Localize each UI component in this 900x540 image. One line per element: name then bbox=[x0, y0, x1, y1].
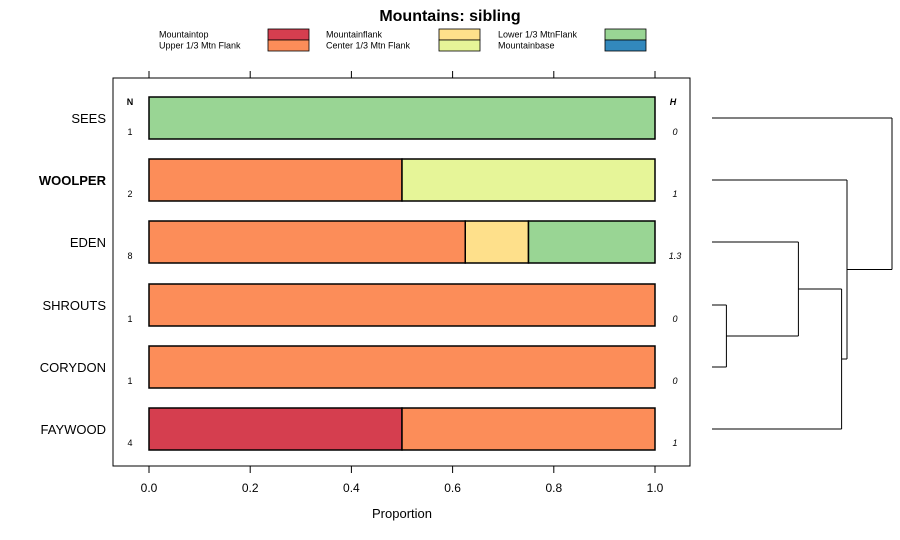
legend-swatch-center-1-3-mtn-flank bbox=[438, 39, 481, 52]
x-tick-label: 0.2 bbox=[242, 481, 259, 495]
n-header: N bbox=[127, 97, 134, 107]
x-tick-label: 0.6 bbox=[444, 481, 461, 495]
legend-swatch-lower-1-3-mtnflank bbox=[604, 28, 647, 41]
h-value-faywood: 1 bbox=[672, 438, 677, 448]
bar-segment-eden-mountainflank bbox=[464, 220, 530, 264]
n-value-woolper: 2 bbox=[127, 189, 132, 199]
category-label-sees: SEES bbox=[71, 111, 106, 126]
n-value-eden: 8 bbox=[127, 251, 132, 261]
x-tick-label: 0.8 bbox=[545, 481, 562, 495]
legend-swatch-upper-1-3-mtn-flank bbox=[267, 39, 310, 52]
n-value-faywood: 4 bbox=[127, 438, 132, 448]
category-label-faywood: FAYWOOD bbox=[41, 422, 106, 437]
category-label-shrouts: SHROUTS bbox=[42, 298, 106, 313]
legend-label-upper-1-3-mtn-flank: Upper 1/3 Mtn Flank bbox=[159, 41, 241, 51]
h-value-woolper: 1 bbox=[672, 189, 677, 199]
n-value-sees: 1 bbox=[127, 127, 132, 137]
legend-swatch-mountainflank bbox=[438, 28, 481, 41]
h-value-eden: 1.3 bbox=[669, 251, 682, 261]
h-value-shrouts: 0 bbox=[672, 314, 677, 324]
category-label-woolper: WOOLPER bbox=[39, 173, 107, 188]
category-label-eden: EDEN bbox=[70, 235, 106, 250]
x-tick-label: 1.0 bbox=[647, 481, 664, 495]
bar-segment-faywood-mountaintop bbox=[148, 407, 403, 451]
legend-label-mountaintop: Mountaintop bbox=[159, 30, 209, 40]
x-tick-label: 0.0 bbox=[141, 481, 158, 495]
bar-segment-sees-lower-1-3-mtnflank bbox=[148, 96, 656, 140]
bar-segment-faywood-upper-1-3-mtn-flank bbox=[401, 407, 656, 451]
bar-segment-eden-upper-1-3-mtn-flank bbox=[148, 220, 466, 264]
x-axis-label: Proportion bbox=[372, 506, 432, 521]
plot-frame bbox=[112, 77, 691, 467]
n-value-corydon: 1 bbox=[127, 376, 132, 386]
legend-swatch-mountainbase bbox=[604, 39, 647, 52]
bar-segment-eden-lower-1-3-mtnflank bbox=[527, 220, 656, 264]
legend-label-mountainbase: Mountainbase bbox=[498, 41, 555, 51]
h-header: H bbox=[670, 97, 677, 107]
category-label-corydon: CORYDON bbox=[40, 360, 106, 375]
legend-label-center-1-3-mtn-flank: Center 1/3 Mtn Flank bbox=[326, 41, 411, 51]
chart-title: Mountains: sibling bbox=[379, 8, 520, 25]
h-value-corydon: 0 bbox=[672, 376, 677, 386]
legend-label-lower-1-3-mtnflank: Lower 1/3 MtnFlank bbox=[498, 30, 578, 40]
legend-label-mountainflank: Mountainflank bbox=[326, 30, 383, 40]
x-axis: 0.0 0.2 0.4 0.6 0.8 1.0 bbox=[141, 71, 664, 495]
bar-rows: SEES 1 0 WOOLPER 2 1 EDEN 8 1.3 SHROUTS 1 0 CORYDON 1… bbox=[39, 96, 682, 451]
bar-segment-corydon-upper-1-3-mtn-flank bbox=[148, 345, 656, 389]
n-value-shrouts: 1 bbox=[127, 314, 132, 324]
h-value-sees: 0 bbox=[672, 127, 677, 137]
legend-swatch-mountaintop bbox=[267, 28, 310, 41]
bar-segment-shrouts-upper-1-3-mtn-flank bbox=[148, 283, 656, 327]
dendrogram bbox=[712, 117, 893, 430]
bar-segment-woolper-upper-1-3-mtn-flank bbox=[148, 158, 403, 202]
bar-segment-woolper-center-1-3-mtn-flank bbox=[401, 158, 656, 202]
x-tick-label: 0.4 bbox=[343, 481, 360, 495]
